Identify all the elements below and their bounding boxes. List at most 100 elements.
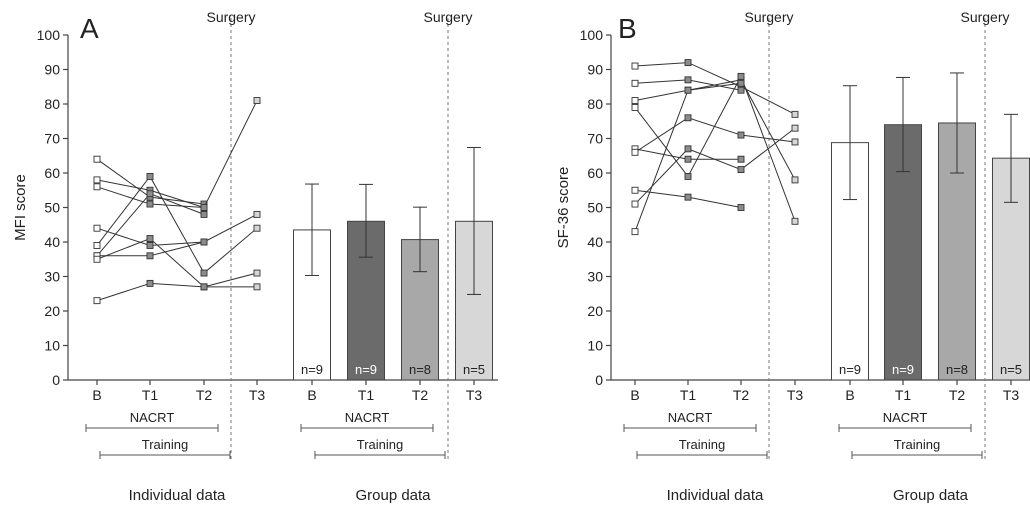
y-tick-label: 0: [595, 372, 603, 388]
panel-b: 0 10 20 30 40 50 60 70 80 90 100 SF-36 score B Surger…: [555, 9, 1030, 504]
y-tick-label: 90: [587, 62, 603, 78]
individual-data-point: [631, 228, 639, 236]
x-tick-label-individual: B: [630, 387, 639, 403]
individual-data-point: [684, 193, 692, 201]
individual-data-point: [791, 124, 799, 132]
individual-data-point: [791, 217, 799, 225]
y-tick-label: 20: [587, 303, 603, 319]
individual-data-point: [791, 138, 799, 146]
training-bracket-label: Training: [142, 437, 188, 452]
y-tick-label: 0: [52, 372, 60, 388]
footer-individual: Individual data: [667, 487, 764, 504]
x-tick-label-group: B: [845, 387, 854, 403]
y-tick-label: 100: [37, 27, 61, 43]
y-tick-label: 80: [587, 96, 603, 112]
x-tick-label-group: T3: [1003, 387, 1020, 403]
y-tick-label: 30: [587, 269, 603, 285]
individual-data-point: [93, 224, 101, 232]
individual-data-point: [253, 283, 261, 291]
y-tick-label: 50: [587, 200, 603, 216]
individual-data-point: [253, 269, 261, 277]
y-axis-label: MFI score: [12, 174, 29, 241]
individual-data-point: [200, 210, 208, 218]
y-tick-label: 10: [44, 338, 60, 354]
individual-data-point: [684, 114, 692, 122]
individual-series-line: [96, 100, 258, 209]
individual-data-point: [737, 86, 745, 94]
y-tick-label: 60: [44, 165, 60, 181]
individual-data-point: [684, 155, 692, 163]
x-tick-label-individual: T1: [142, 387, 159, 403]
individual-data-point: [631, 200, 639, 208]
n-label: n=9: [892, 362, 914, 377]
n-label: n=8: [409, 362, 431, 377]
panel-a: 0 10 20 30 40 50 60 70 80 90 100 MFI score A Surgery S…: [12, 9, 498, 504]
x-tick-label-individual: B: [92, 387, 101, 403]
x-tick-label-group: T2: [412, 387, 429, 403]
individual-data-point: [791, 110, 799, 118]
y-tick-label: 40: [587, 234, 603, 250]
individual-data-point: [737, 155, 745, 163]
individual-data-point: [253, 210, 261, 218]
x-tick-label-individual: T2: [733, 387, 750, 403]
footer-group: Group data: [355, 487, 431, 504]
individual-series-line: [634, 75, 796, 222]
individual-data-point: [146, 241, 154, 249]
nacrt-bracket-label: NACRT: [668, 410, 713, 425]
individual-data-point: [200, 283, 208, 291]
x-tick-label-individual: T3: [787, 387, 804, 403]
individual-data-point: [146, 279, 154, 287]
individual-data-point: [146, 252, 154, 260]
surgery-label: Surgery: [744, 9, 793, 25]
x-tick-label-group: T1: [895, 387, 912, 403]
individual-data-point: [146, 200, 154, 208]
individual-data-point: [631, 186, 639, 194]
individual-series-line: [96, 272, 258, 302]
individual-data-point: [200, 269, 208, 277]
x-tick-label-group: T2: [949, 387, 966, 403]
individual-data-point: [631, 62, 639, 70]
nacrt-bracket-label: NACRT: [883, 410, 928, 425]
y-tick-label: 70: [44, 131, 60, 147]
x-tick-label-individual: T2: [196, 387, 213, 403]
individual-data-point: [93, 255, 101, 263]
panel-letter: A: [80, 13, 99, 44]
individual-data-point: [93, 297, 101, 305]
y-tick-label: 40: [44, 234, 60, 250]
n-label: n=5: [463, 362, 485, 377]
training-bracket-label: Training: [679, 437, 725, 452]
y-tick-label: 10: [587, 338, 603, 354]
n-label: n=8: [946, 362, 968, 377]
individual-series-line: [634, 117, 796, 153]
y-tick-label: 80: [44, 96, 60, 112]
y-tick-label: 30: [44, 269, 60, 285]
individual-data-point: [684, 76, 692, 84]
nacrt-bracket-label: NACRT: [130, 410, 175, 425]
training-bracket-label: Training: [357, 437, 403, 452]
individual-data-point: [631, 97, 639, 105]
individual-data-point: [631, 103, 639, 111]
x-tick-label-group: T1: [358, 387, 375, 403]
individual-data-point: [737, 79, 745, 87]
individual-data-point: [684, 172, 692, 180]
individual-data-point: [146, 235, 154, 243]
surgery-label: Surgery: [423, 9, 472, 25]
surgery-label: Surgery: [206, 9, 255, 25]
individual-data-point: [737, 166, 745, 174]
individual-data-point: [791, 176, 799, 184]
individual-data-point: [200, 238, 208, 246]
individual-data-point: [631, 148, 639, 156]
y-tick-label: 50: [44, 200, 60, 216]
individual-series-line: [96, 237, 257, 288]
individual-data-point: [200, 204, 208, 211]
individual-series-line: [96, 175, 258, 274]
individual-data-point: [737, 131, 745, 139]
n-label: n=5: [1000, 362, 1022, 377]
individual-data-point: [684, 145, 692, 153]
individual-data-point: [253, 97, 261, 105]
individual-data-point: [93, 155, 101, 163]
y-tick-label: 60: [587, 165, 603, 181]
individual-data-point: [737, 72, 745, 80]
individual-series-line: [634, 79, 796, 181]
